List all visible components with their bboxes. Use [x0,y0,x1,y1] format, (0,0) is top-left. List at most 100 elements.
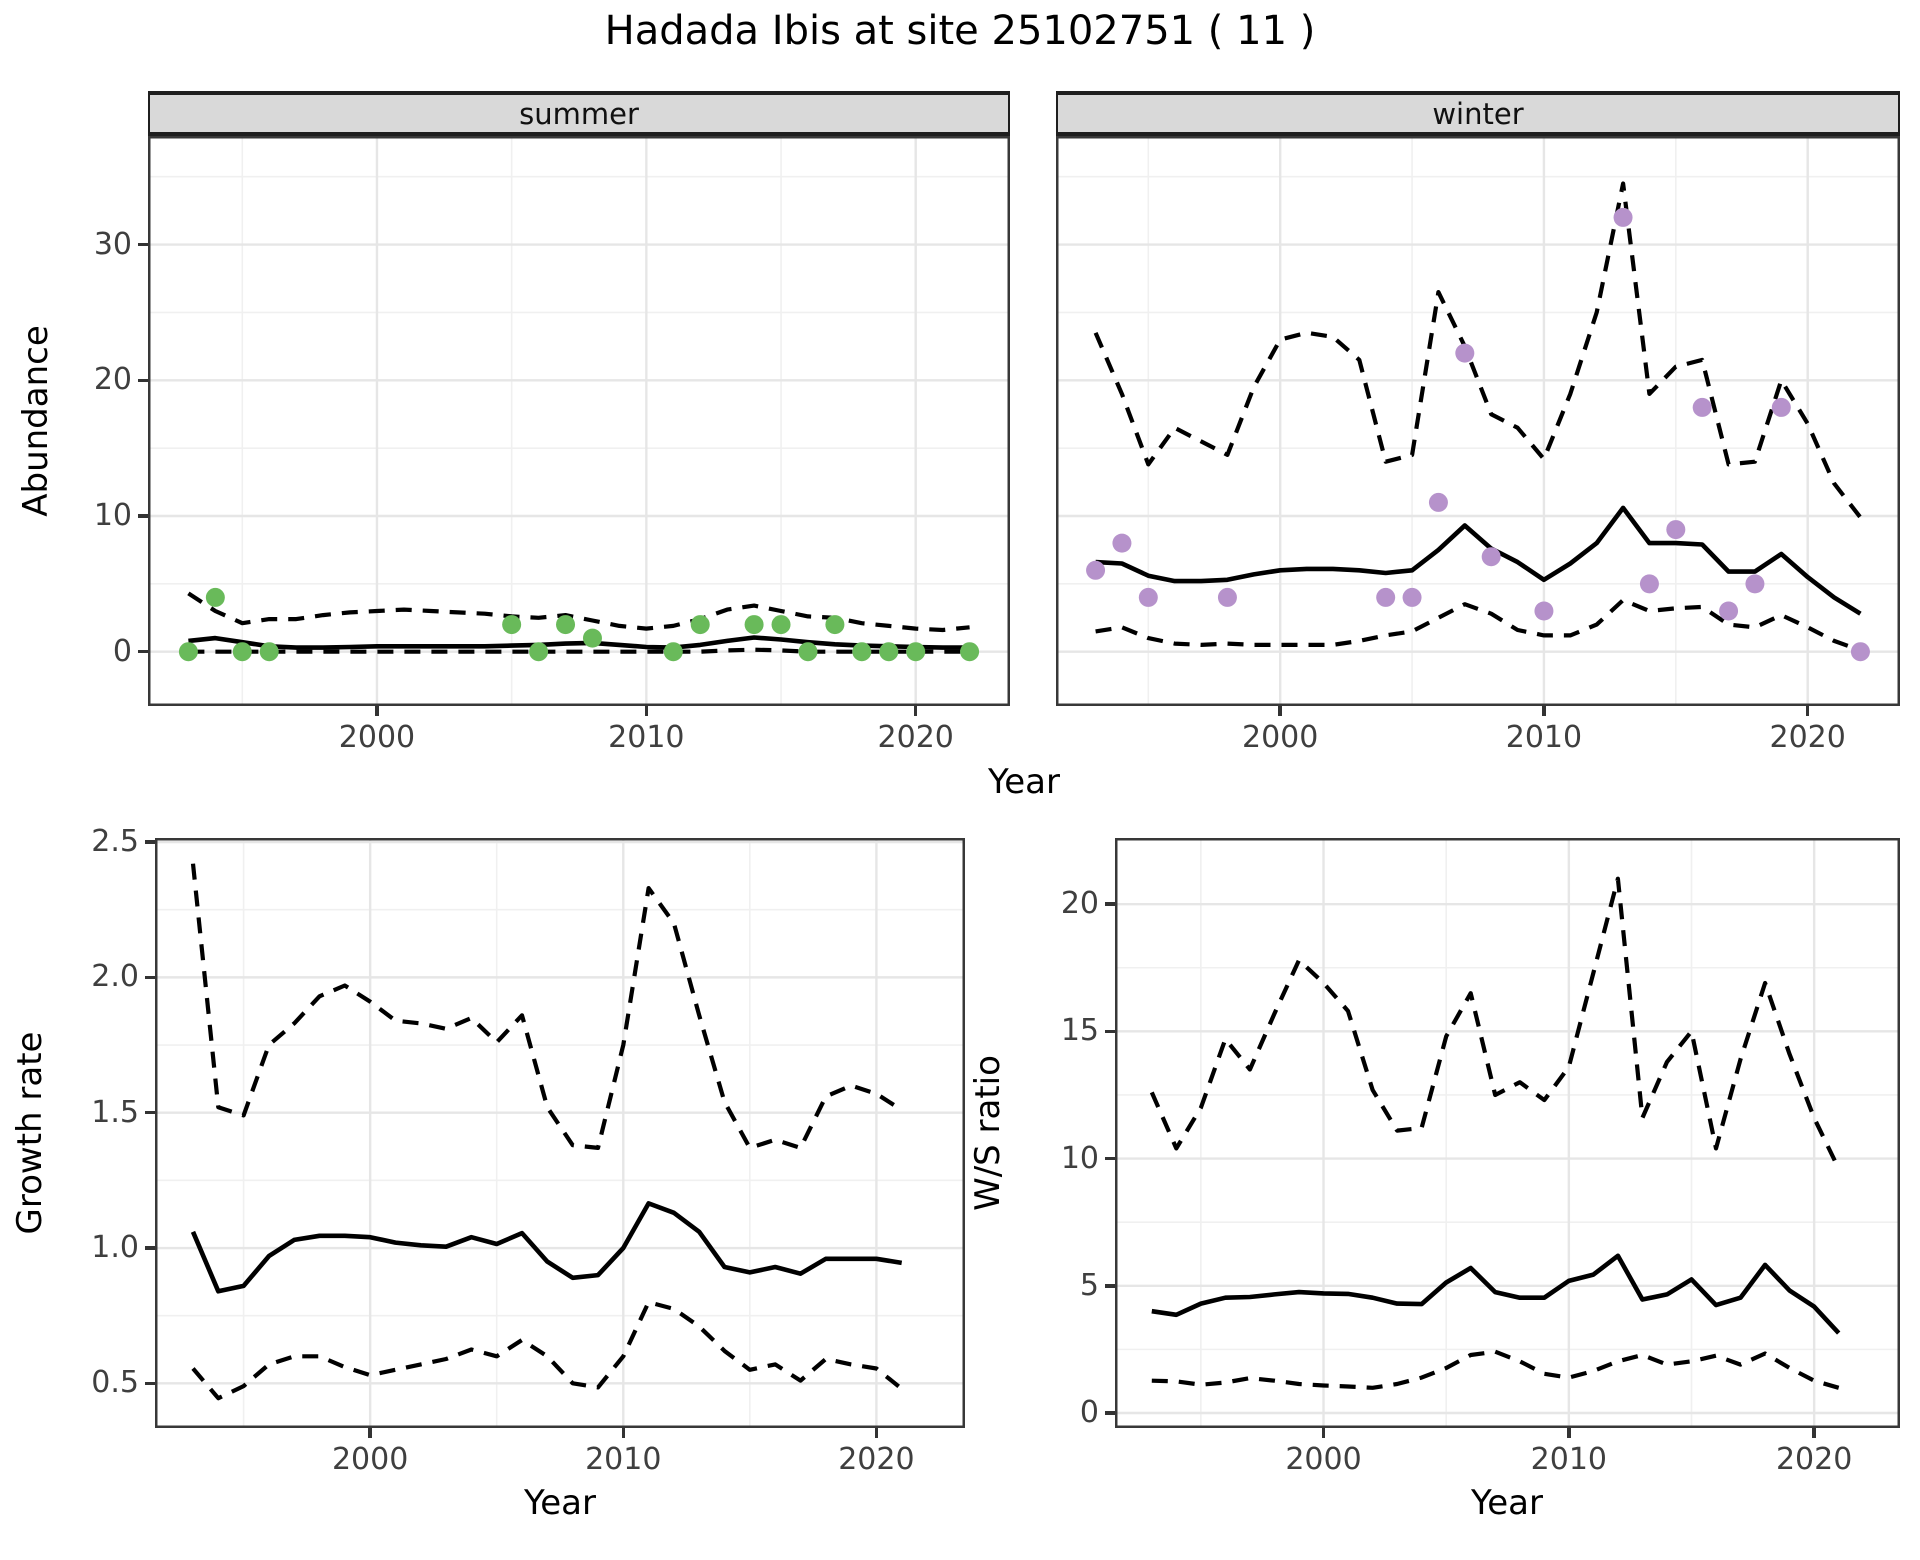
data-point [879,642,899,662]
data-point [205,587,225,607]
y-tick-mark [1105,1284,1115,1288]
data-point [906,642,926,662]
y-tick-label: 0 [112,633,132,669]
figure-title: Hadada Ibis at site 25102751 ( 11 ) [604,8,1316,54]
x-tick-mark [621,1428,626,1438]
panel-border [1056,136,1900,706]
y-tick-mark [1105,1411,1115,1415]
x-tick-mark [1812,1428,1816,1438]
data-point [582,628,602,648]
data-point [1428,492,1448,512]
y-tick-label: 1.0 [91,1230,139,1266]
x-tick-mark [874,1428,879,1438]
y-tick-label: 0.5 [91,1365,139,1401]
facet-strip-winter: winter [1056,91,1900,136]
data-point [1613,207,1633,227]
y-tick-label: 20 [93,362,132,398]
x-tick-label: 2000 [1285,1442,1362,1477]
x-axis-label-year-growth: Year [524,1483,596,1523]
data-point [1719,601,1739,621]
y-tick-label: 5 [1079,1267,1099,1303]
data-point [825,615,845,635]
x-tick-label: 2000 [338,720,416,755]
data-point [232,642,252,662]
x-tick-mark [1805,706,1810,716]
x-tick-label: 2000 [331,1442,409,1477]
y-tick-label: 2.5 [91,824,139,860]
facet-strip-winter-label: winter [1432,96,1524,131]
data-point [1112,533,1132,553]
y-tick-mark [145,1246,155,1250]
data-point [1086,560,1106,580]
x-tick-mark [368,1428,372,1438]
data-point [1402,587,1422,607]
y-tick-mark [145,840,155,844]
y-tick-mark [1105,902,1115,906]
data-point [1138,587,1158,607]
x-tick-label: 2020 [1775,1442,1853,1477]
series-fit-median [190,1201,903,1294]
x-tick-label: 2020 [838,1442,915,1477]
chart-canvas-abundance_summer [148,136,1010,706]
y-tick-label: 10 [1060,1140,1099,1176]
x-tick-label: 2010 [1530,1442,1607,1477]
data-point [798,642,818,662]
x-tick-label: 2020 [877,720,954,755]
data-point [1745,574,1765,594]
y-tick-label: 1.5 [91,1094,139,1130]
y-tick-label: 10 [93,498,132,533]
data-point [1666,520,1686,540]
x-tick-mark [1278,706,1282,716]
y-tick-mark [145,1110,155,1115]
x-tick-label: 2010 [1505,720,1583,755]
series-lower-CI [191,1300,904,1401]
y-tick-label: 0 [1079,1394,1099,1430]
data-point [852,642,872,662]
y-tick-mark [145,975,155,980]
x-tick-mark [913,706,918,716]
data-point [1639,574,1659,594]
data-point [771,615,791,635]
data-point [1455,343,1475,363]
series-upper-CI [190,863,903,1150]
x-tick-label: 2010 [608,720,685,755]
data-point [529,642,549,662]
series-upper-CI [1149,876,1841,1170]
y-tick-mark [1105,1156,1115,1161]
y-tick-mark [138,514,148,518]
y-tick-mark [138,242,148,247]
y-axis-label-abundance: Abundance [16,325,56,517]
data-point [1481,547,1501,567]
panel-border [1115,838,1900,1428]
facet-strip-summer-label: summer [519,96,639,131]
x-tick-label: 2010 [585,1442,662,1477]
y-tick-label: 20 [1060,886,1099,922]
series-fit-median [1095,505,1862,616]
x-tick-mark [644,706,649,716]
chart-canvas-abundance_winter [1056,136,1900,706]
data-point [259,642,279,662]
series-lower-CI [1151,1349,1840,1390]
y-tick-mark [138,378,148,383]
y-tick-label: 30 [93,226,132,262]
data-point [556,615,576,635]
x-axis-label-year-top: Year [988,762,1060,802]
data-point [663,642,683,662]
data-point [690,615,710,635]
series-fit-median [188,635,970,650]
x-tick-label: 2000 [1242,720,1319,755]
facet-strip-summer: summer [148,91,1010,136]
panel-border [148,136,1010,706]
x-tick-mark [1567,1428,1571,1438]
x-tick-mark [375,706,379,716]
panel-border [155,838,965,1428]
series-upper-CI [187,591,970,633]
series-lower-CI [188,647,970,654]
y-axis-label-ws-ratio: W/S ratio [968,1055,1008,1211]
y-tick-mark [138,649,148,654]
x-tick-mark [1542,706,1546,716]
data-point [1850,642,1870,662]
chart-canvas-growth [155,838,965,1428]
y-tick-mark [1105,1029,1115,1034]
